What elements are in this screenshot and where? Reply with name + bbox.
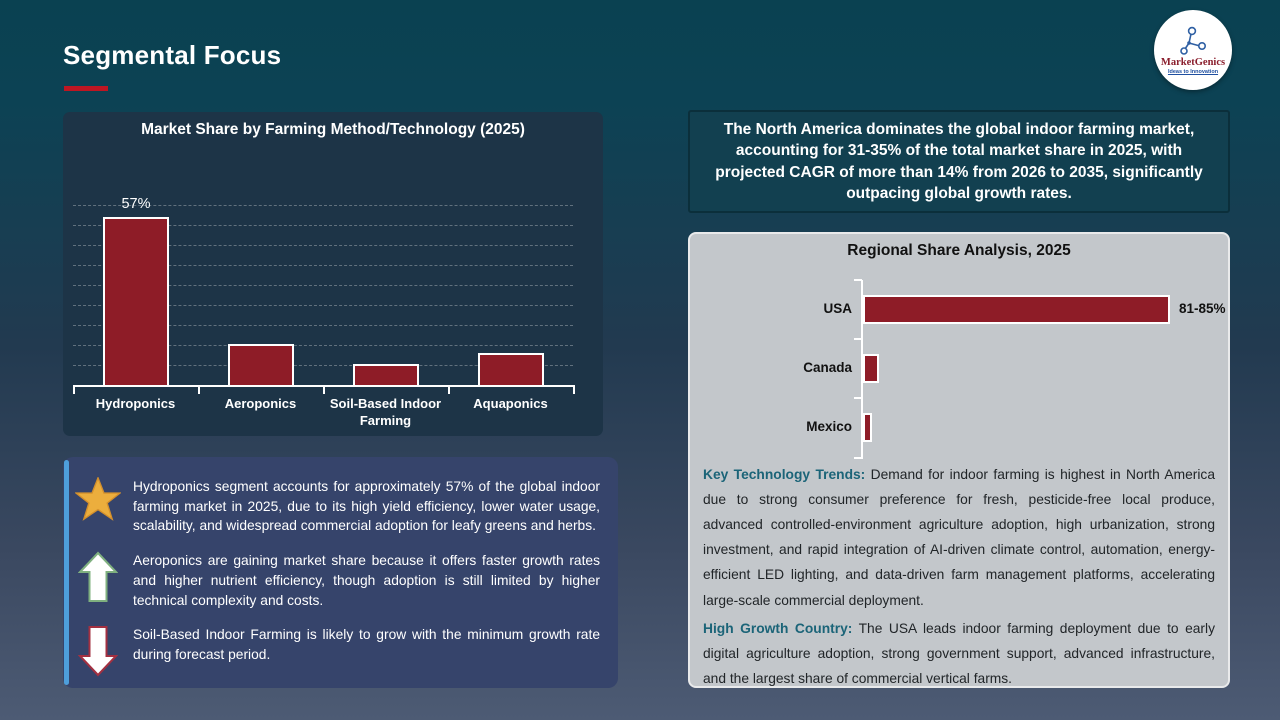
farming-method-chart-title: Market Share by Farming Method/Technolog… <box>141 121 525 138</box>
bar-mexico <box>863 413 872 442</box>
molecule-icon <box>1180 26 1206 55</box>
regional-share-panel: Regional Share Analysis, 2025 USA Canada… <box>688 232 1230 688</box>
gridline <box>73 325 573 326</box>
category-label-hydroponics: Hydroponics <box>95 396 176 411</box>
farming-method-chart: Market Share by Farming Method/Technolog… <box>63 112 603 436</box>
category-label-mexico: Mexico <box>806 419 852 434</box>
gridline <box>73 305 573 306</box>
highlight-text: The North America dominates the global i… <box>715 120 1203 202</box>
gridline <box>73 245 573 246</box>
high-growth-country-body: The USA leads indoor farming deployment … <box>703 620 1215 686</box>
bar-aquaponics <box>478 352 544 385</box>
marketgenics-logo: MarketGenics Ideas to Innovation <box>1154 10 1232 90</box>
insight-text: Aeroponics are gaining market share beca… <box>133 553 600 608</box>
x-axis-tick <box>323 385 325 394</box>
logo-brand-text: MarketGenics <box>1160 56 1226 68</box>
x-axis-tick <box>448 385 450 394</box>
category-label-aquaponics: Aquaponics <box>473 396 548 411</box>
down-arrow-icon <box>75 625 121 677</box>
regional-chart-title: Regional Share Analysis, 2025 <box>847 242 1071 259</box>
star-icon <box>75 477 121 521</box>
north-america-highlight-box: The North America dominates the global i… <box>688 110 1230 213</box>
key-technology-trends-lead: Key Technology Trends: <box>703 467 866 482</box>
y-axis-tick <box>854 279 862 281</box>
x-axis-tick <box>73 385 75 394</box>
x-axis-tick <box>573 385 575 394</box>
gridline <box>73 205 573 206</box>
bar-soil-based <box>353 364 419 385</box>
high-growth-country-paragraph: High Growth Country: The USA leads indoo… <box>703 616 1215 691</box>
gridline <box>73 345 573 346</box>
gridline <box>73 365 573 366</box>
y-axis-tick <box>854 338 862 340</box>
bar-value-usa: 81-85% <box>1179 301 1226 316</box>
bar-aeroponics <box>228 343 294 385</box>
insight-text: Hydroponics segment accounts for approxi… <box>133 479 600 534</box>
page-title: Segmental Focus <box>63 40 282 70</box>
bar-value-hydroponics: 57% <box>121 196 151 212</box>
up-arrow-icon <box>75 551 121 603</box>
bar-hydroponics <box>103 216 169 385</box>
bar-usa <box>863 295 1171 324</box>
gridline <box>73 285 573 286</box>
bar-canada <box>863 354 879 383</box>
regional-notes: Key Technology Trends: Demand for indoor… <box>703 462 1215 694</box>
category-label-aeroponics: Aeroponics <box>224 396 297 411</box>
insight-text: Soil-Based Indoor Farming is likely to g… <box>133 627 600 663</box>
y-axis-tick <box>854 397 862 399</box>
category-label-canada: Canada <box>803 360 852 375</box>
key-technology-trends-body: Demand for indoor farming is highest in … <box>703 467 1216 608</box>
key-technology-trends-paragraph: Key Technology Trends: Demand for indoor… <box>703 462 1215 613</box>
x-axis-tick <box>198 385 200 394</box>
insights-accent-stripe <box>64 460 69 685</box>
gridline <box>73 265 573 266</box>
insight-item-aeroponics: Aeroponics are gaining market share beca… <box>75 551 600 610</box>
y-axis <box>861 280 863 459</box>
category-label-usa: USA <box>823 301 852 316</box>
insight-item-hydroponics: Hydroponics segment accounts for approxi… <box>75 477 600 536</box>
gridline <box>73 225 573 226</box>
category-label-soil-based: Soil-Based Indoor Farming <box>329 396 442 428</box>
insight-item-soil-based: Soil-Based Indoor Farming is likely to g… <box>75 625 600 677</box>
logo-tagline-text: Ideas to Innovation <box>1167 68 1219 75</box>
title-underline <box>64 86 108 91</box>
high-growth-country-lead: High Growth Country: <box>703 620 853 636</box>
y-axis-tick <box>854 457 862 459</box>
insights-box: Hydroponics segment accounts for approxi… <box>63 457 618 688</box>
